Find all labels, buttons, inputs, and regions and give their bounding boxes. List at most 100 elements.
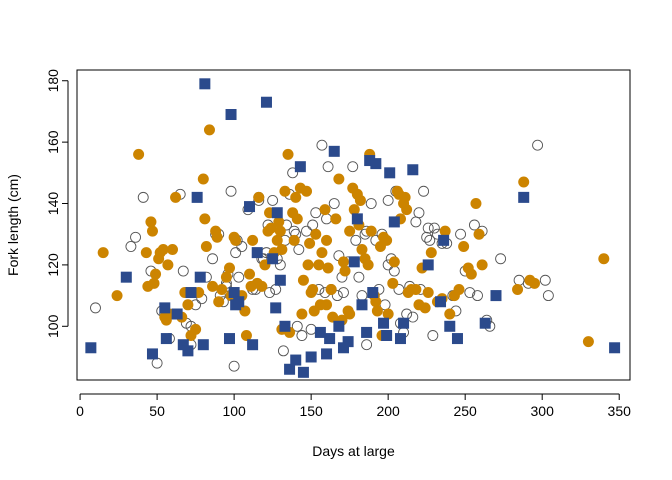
blue-square-point [378,317,390,329]
orange-circle-point [410,283,422,295]
blue-square-point [160,333,172,345]
data-points [85,78,621,378]
y-tick-label: 180 [45,69,61,93]
blue-square-point [194,271,206,283]
orange-circle-point [253,191,265,203]
blue-square-point [361,326,373,338]
orange-circle-point [291,213,303,225]
orange-circle-point [399,191,411,203]
open-circle-point [413,207,425,219]
orange-circle-point [512,283,524,295]
orange-circle-point [422,287,434,299]
open-circle-point [424,234,436,246]
blue-square-point [348,256,360,268]
open-circle-point [356,290,368,302]
blue-square-point [85,342,97,354]
open-circle-point [177,265,189,277]
orange-circle-point [354,194,366,206]
orange-circle-point [256,280,268,292]
orange-circle-point [265,222,277,234]
orange-circle-point [220,271,232,283]
orange-circle-point [167,244,179,256]
blue-square-point [120,271,132,283]
x-tick-label: 150 [299,403,323,419]
plot-frame [76,69,631,381]
orange-circle-point [273,216,285,228]
orange-circle-point [476,259,488,271]
blue-square-point [407,164,419,176]
blue-square-point [490,290,502,302]
blue-square-point [305,351,317,363]
orange-circle-point [365,225,377,237]
open-circle-point [347,161,359,173]
orange-circle-point [382,308,394,320]
blue-square-point [260,96,272,108]
orange-circle-point [282,148,294,160]
blue-square-point [274,274,286,286]
blue-square-point [324,333,336,345]
open-circle-point [388,265,400,277]
blue-square-point [199,78,211,90]
open-circle-point [307,219,319,231]
blue-square-point [177,339,189,351]
orange-circle-point [288,234,300,246]
open-circle-point [228,360,240,372]
blue-square-point [384,167,396,179]
orange-circle-point [362,259,374,271]
open-circle-point [291,320,303,332]
blue-square-point [225,109,237,121]
open-circle-point [287,167,299,179]
blue-square-point [518,191,530,203]
orange-circle-point [111,290,123,302]
orange-circle-point [528,277,540,289]
orange-circle-point [348,204,360,216]
blue-square-point [228,287,240,299]
open-circle-point [137,191,149,203]
blue-square-point [233,296,245,308]
open-circle-point [233,271,245,283]
orange-circle-point [319,204,331,216]
open-circle-point [296,330,308,341]
orange-circle-point [216,283,228,295]
orange-circle-point [518,176,530,188]
open-circle-point [321,213,332,225]
blue-square-point [271,207,283,219]
orange-circle-point [290,191,302,203]
blue-square-point [609,342,621,354]
orange-circle-point [401,204,413,216]
blue-square-point [279,320,291,332]
orange-circle-point [333,173,345,185]
orange-circle-point [247,234,259,246]
open-circle-point [293,244,305,256]
orange-circle-point [199,213,211,225]
orange-circle-point [313,259,325,271]
blue-square-point [451,333,463,345]
orange-circle-point [97,247,109,259]
open-circle-point [410,216,422,228]
open-circle-point [125,241,137,252]
orange-circle-point [307,283,319,295]
open-circle-point [264,287,275,298]
blue-square-point [337,342,349,354]
orange-circle-point [244,268,256,280]
orange-circle-point [200,240,212,252]
open-circle-point [418,185,430,197]
blue-square-point [294,161,306,173]
orange-circle-point [453,283,465,295]
orange-circle-point [150,268,162,280]
blue-square-point [444,320,456,332]
y-tick-label: 100 [45,314,61,338]
orange-circle-point [304,237,316,249]
orange-circle-point [197,173,209,185]
orange-circle-point [279,185,291,197]
open-circle-point [225,185,237,197]
orange-circle-point [296,308,308,320]
blue-square-point [267,253,279,265]
orange-circle-point [321,299,333,311]
orange-circle-point [330,213,342,225]
open-circle-point [361,339,373,351]
blue-square-point [191,191,203,203]
open-circle-point [407,311,419,323]
